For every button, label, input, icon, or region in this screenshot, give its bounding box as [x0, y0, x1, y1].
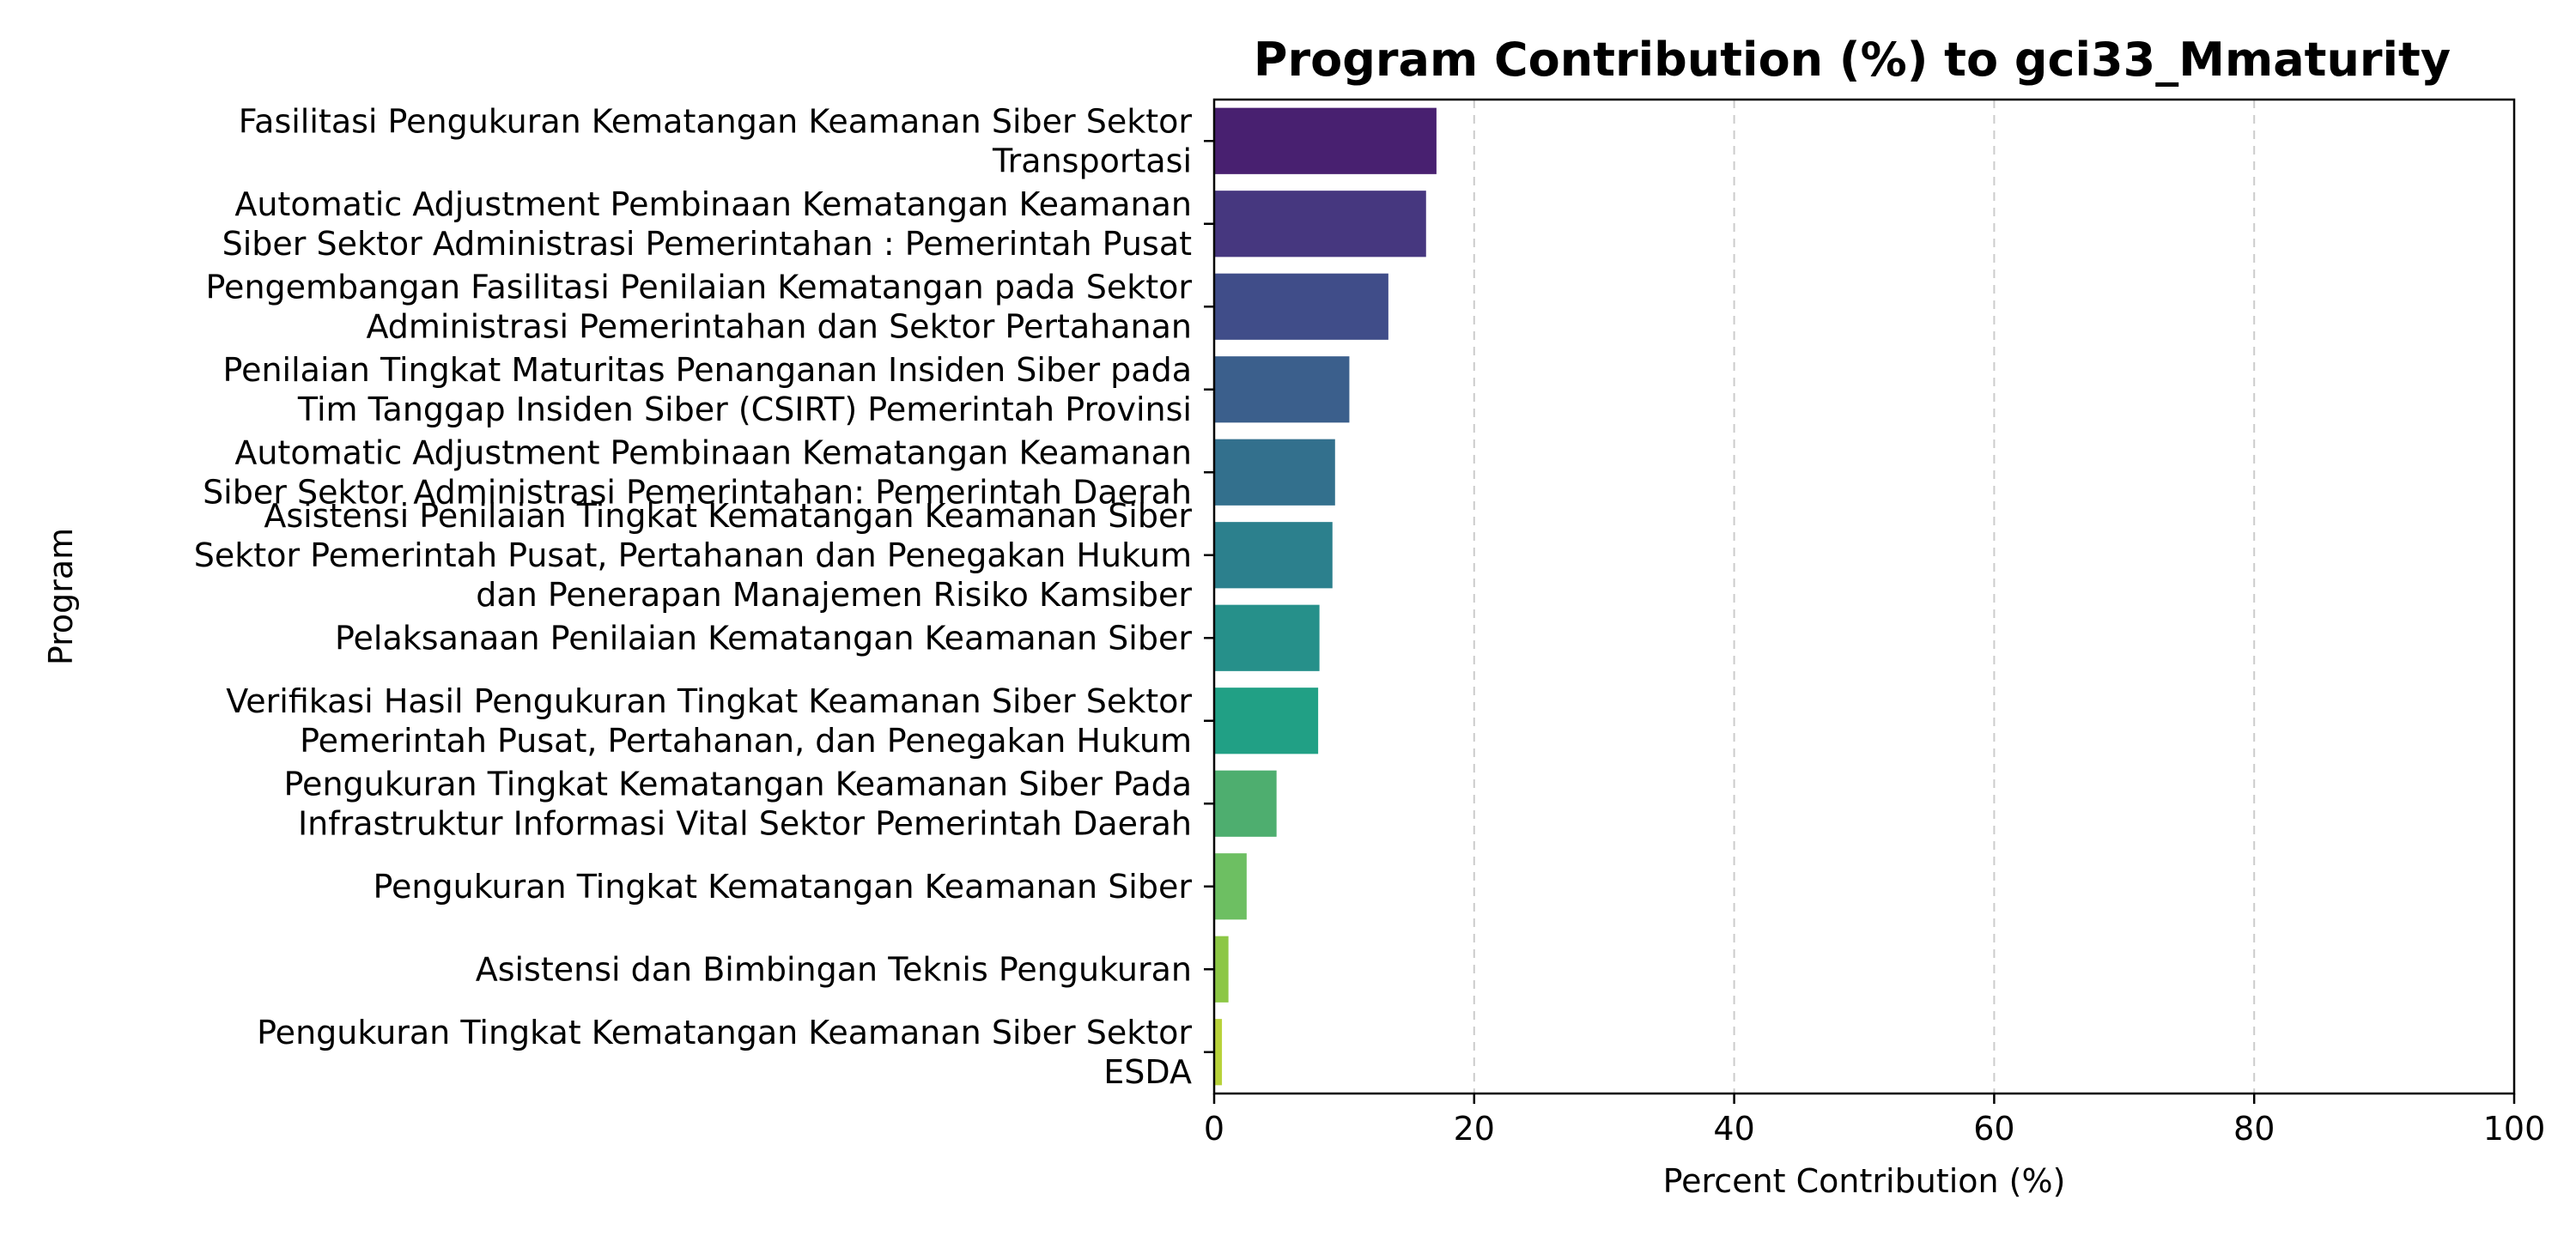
- y-tick-label: Verifikasi Hasil Pengukuran Tingkat Keam…: [226, 682, 1192, 760]
- x-tick-label: 100: [2483, 1110, 2546, 1148]
- y-tick-label: Pelaksanaan Penilaian Kematangan Keamana…: [335, 619, 1192, 657]
- x-tick-label: 20: [1454, 1110, 1495, 1148]
- y-tick-label: Automatic Adjustment Pembinaan Kematanga…: [203, 433, 1192, 511]
- y-tick-label: Penilaian Tingkat Maturitas Penanganan I…: [223, 351, 1192, 428]
- bar: [1214, 853, 1247, 920]
- x-axis-ticks: 0 20 40 60 80 100: [1204, 1094, 2545, 1148]
- bar: [1214, 356, 1350, 423]
- x-tick-label: 80: [2233, 1110, 2275, 1148]
- bar: [1214, 1019, 1223, 1086]
- y-tick-label: Fasilitasi Pengukuran Kematangan Keamana…: [239, 102, 1193, 179]
- bar: [1214, 273, 1388, 340]
- bar: [1214, 604, 1320, 671]
- grid-lines: [1473, 100, 2256, 1094]
- y-axis-ticks: Fasilitasi Pengukuran Kematangan Keamana…: [194, 102, 1214, 1091]
- y-tick-label: Asistensi dan Bimbingan Teknis Pengukura…: [476, 950, 1192, 988]
- x-tick-label: 0: [1204, 1110, 1224, 1148]
- x-tick-label: 60: [1973, 1110, 2014, 1148]
- x-axis-label: Percent Contribution (%): [1663, 1162, 2066, 1200]
- y-axis-label: Program: [42, 528, 80, 665]
- y-tick-label: Automatic Adjustment Pembinaan Kematanga…: [222, 185, 1192, 263]
- bar: [1214, 770, 1277, 837]
- y-tick-label: Pengukuran Tingkat Kematangan Keamanan S…: [373, 868, 1192, 906]
- y-tick-label: Pengembangan Fasilitasi Penilaian Kemata…: [206, 268, 1193, 345]
- y-tick-label: Asistensi Penilaian Tingkat Kematangan K…: [194, 497, 1193, 614]
- x-tick-label: 40: [1713, 1110, 1754, 1148]
- bar: [1214, 688, 1319, 754]
- bar: [1214, 107, 1437, 174]
- bars: [1214, 107, 1437, 1086]
- bar: [1214, 522, 1333, 589]
- bar: [1214, 191, 1426, 258]
- y-tick-label: Pengukuran Tingkat Kematangan Keamanan S…: [284, 765, 1193, 842]
- bar: [1214, 439, 1335, 506]
- chart-title: Program Contribution (%) to gci33_Mmatur…: [1254, 33, 2451, 87]
- bar: [1214, 936, 1229, 1003]
- y-tick-label: Pengukuran Tingkat Kematangan Keamanan S…: [257, 1014, 1192, 1091]
- plot-frame: [1212, 98, 2516, 1095]
